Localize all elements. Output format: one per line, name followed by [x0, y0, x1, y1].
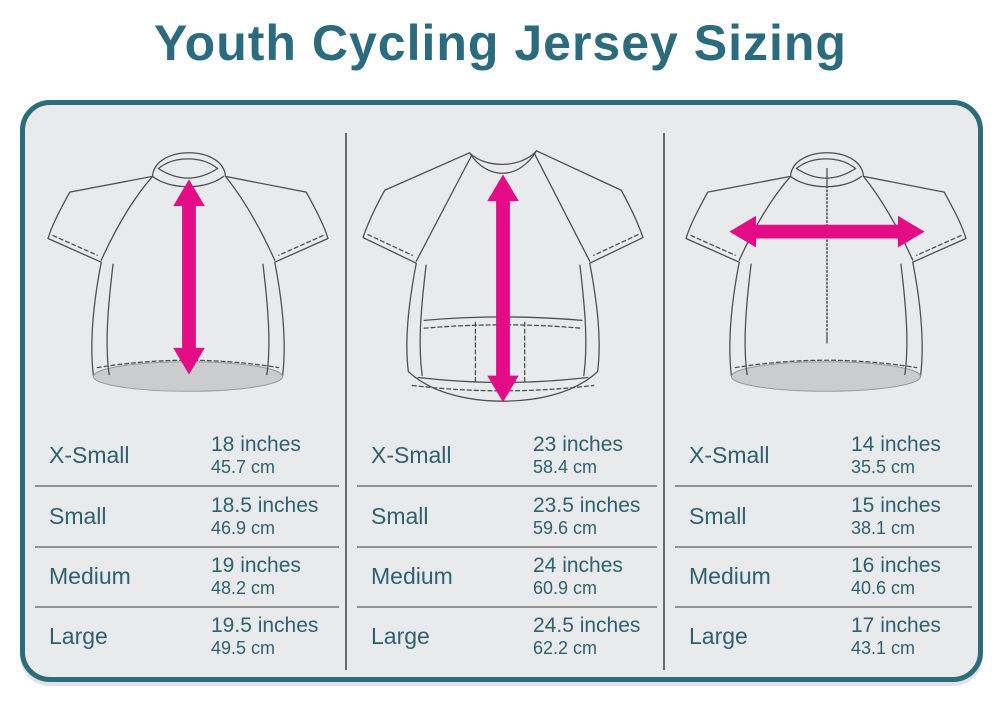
inches-value: 23 inches: [533, 432, 623, 456]
column-chest-width: X-Small 14 inches 35.5 cm Small 15 inche…: [665, 105, 978, 677]
table-row: X-Small 23 inches 58.4 cm: [357, 425, 657, 485]
inches-value: 15 inches: [851, 493, 941, 517]
table-row: Medium 16 inches 40.6 cm: [675, 545, 972, 606]
vertical-measure-arrow: [487, 174, 519, 403]
chest-width-table: X-Small 14 inches 35.5 cm Small 15 inche…: [675, 425, 972, 666]
back-length-table: X-Small 23 inches 58.4 cm Small 23.5 inc…: [357, 425, 657, 666]
size-label: Medium: [371, 563, 453, 590]
column-divider: [663, 133, 665, 670]
size-label: X-Small: [371, 441, 452, 468]
table-row: X-Small 18 inches 45.7 cm: [35, 425, 339, 485]
inches-value: 14 inches: [851, 432, 941, 456]
cm-value: 46.9 cm: [211, 517, 276, 538]
cm-value: 40.6 cm: [851, 578, 916, 599]
size-label: Medium: [49, 563, 131, 590]
hem-opening: [730, 361, 922, 392]
cm-value: 35.5 cm: [851, 456, 916, 477]
size-label: Large: [49, 623, 108, 650]
page-title: Youth Cycling Jersey Sizing: [154, 15, 847, 71]
size-label: Small: [371, 502, 429, 529]
column-divider: [345, 133, 347, 670]
inches-value: 24.5 inches: [533, 614, 641, 638]
table-row: Small 15 inches 38.1 cm: [675, 485, 972, 545]
inches-value: 23.5 inches: [533, 493, 641, 517]
table-row: Medium 19 inches 48.2 cm: [35, 545, 339, 606]
vertical-measure-arrow: [173, 179, 205, 375]
cm-value: 60.9 cm: [533, 578, 598, 599]
cm-value: 49.5 cm: [211, 638, 276, 659]
jersey-back-illustration: [362, 150, 644, 403]
table-row: Small 18.5 inches 46.9 cm: [35, 485, 339, 545]
cm-value: 38.1 cm: [851, 517, 916, 538]
size-label: Large: [371, 623, 430, 650]
cm-value: 59.6 cm: [533, 517, 598, 538]
sizing-panel: X-Small 18 inches 45.7 cm Small 18.5 inc…: [20, 100, 983, 682]
size-label: X-Small: [689, 441, 770, 468]
inches-value: 18 inches: [211, 432, 301, 456]
inches-value: 24 inches: [533, 554, 623, 578]
front-length-table: X-Small 18 inches 45.7 cm Small 18.5 inc…: [35, 425, 339, 666]
size-label: X-Small: [49, 441, 130, 468]
cm-value: 58.4 cm: [533, 456, 598, 477]
inches-value: 19 inches: [211, 554, 301, 578]
size-label: Medium: [689, 563, 771, 590]
cm-value: 43.1 cm: [851, 638, 916, 659]
size-label: Large: [689, 623, 748, 650]
size-label: Small: [689, 502, 747, 529]
inches-value: 17 inches: [851, 614, 941, 638]
table-row: X-Small 14 inches 35.5 cm: [675, 425, 972, 485]
table-row: Medium 24 inches 60.9 cm: [357, 545, 657, 606]
cm-value: 48.2 cm: [211, 578, 276, 599]
inches-value: 16 inches: [851, 554, 941, 578]
cm-value: 45.7 cm: [211, 456, 276, 477]
table-row: Small 23.5 inches 59.6 cm: [357, 485, 657, 545]
jersey-front-illustration: [47, 152, 329, 392]
cm-value: 62.2 cm: [533, 638, 598, 659]
column-front-length: X-Small 18 inches 45.7 cm Small 18.5 inc…: [25, 105, 345, 677]
jersey-front-zipper-illustration: [685, 152, 967, 392]
table-row: Large 17 inches 43.1 cm: [675, 605, 972, 666]
column-back-length: X-Small 23 inches 58.4 cm Small 23.5 inc…: [347, 105, 663, 677]
inches-value: 19.5 inches: [211, 614, 319, 638]
inches-value: 18.5 inches: [211, 493, 319, 517]
table-row: Large 24.5 inches 62.2 cm: [357, 605, 657, 666]
table-row: Large 19.5 inches 49.5 cm: [35, 605, 339, 666]
size-label: Small: [49, 502, 107, 529]
horizontal-measure-arrow: [729, 215, 925, 248]
